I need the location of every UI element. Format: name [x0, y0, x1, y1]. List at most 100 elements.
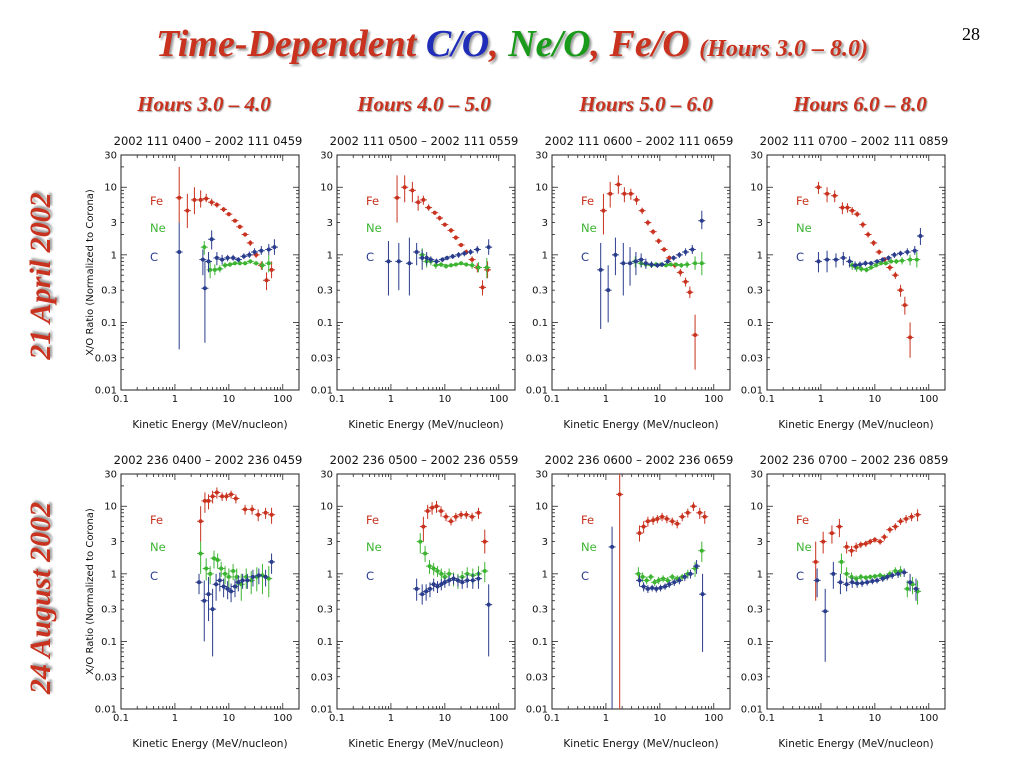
point-c: [853, 263, 858, 268]
x-axis-label: Kinetic Energy (MeV/nucleon): [778, 419, 933, 431]
legend-ne: Ne: [150, 221, 166, 235]
point-fe: [702, 514, 707, 519]
point-ne: [219, 566, 224, 571]
point-fe: [634, 197, 639, 202]
y-tick-label: 0.1: [532, 637, 548, 648]
point-c: [649, 262, 654, 267]
y-tick-label: 3: [757, 218, 763, 229]
point-ne: [453, 262, 458, 267]
point-fe: [816, 185, 821, 190]
point-fe: [214, 202, 219, 207]
plot-frame: [551, 154, 731, 391]
point-fe: [832, 193, 837, 198]
x-tick-label: 100: [919, 394, 938, 405]
point-c: [456, 252, 461, 257]
y-tick-label: 3: [542, 537, 548, 548]
legend-c: C: [796, 250, 804, 264]
title-ne: Ne/O: [508, 23, 591, 65]
x-axis-label: Kinetic Energy (MeV/nucleon): [132, 738, 287, 750]
y-tick-label: 3: [542, 218, 548, 229]
point-c: [256, 573, 261, 578]
point-fe: [656, 239, 661, 244]
point-fe: [608, 191, 613, 196]
legend-fe: Fe: [366, 194, 379, 208]
y-tick-label: 0.3: [317, 605, 333, 616]
point-c: [677, 252, 682, 257]
point-c: [613, 252, 618, 257]
y-tick-label: 0.1: [317, 637, 333, 648]
y-tick-label: 10: [750, 502, 763, 513]
point-fe: [683, 279, 688, 284]
point-c: [428, 257, 433, 262]
point-fe: [685, 510, 690, 515]
point-ne: [905, 586, 910, 591]
legend-c: C: [366, 250, 374, 264]
point-ne: [670, 574, 675, 579]
point-fe: [863, 541, 868, 546]
point-ne: [699, 548, 704, 553]
y-tick-label: 1: [327, 250, 333, 261]
point-fe: [229, 492, 234, 497]
point-c: [240, 578, 245, 583]
point-ne: [465, 571, 470, 576]
point-fe: [855, 212, 860, 217]
point-ne: [699, 261, 704, 266]
point-fe: [248, 240, 253, 245]
point-c: [236, 257, 241, 262]
point-ne: [640, 574, 645, 579]
point-fe: [470, 257, 475, 262]
x-tick-label: 10: [438, 394, 451, 405]
y-tick-label: 0.01: [311, 386, 333, 397]
point-fe: [813, 559, 818, 564]
point-c: [833, 257, 838, 262]
point-c: [844, 582, 849, 587]
point-c: [838, 580, 843, 585]
point-fe: [854, 544, 859, 549]
x-tick-label: 10: [868, 713, 881, 724]
x-axis-label: Kinetic Energy (MeV/nucleon): [563, 738, 718, 750]
point-c: [431, 582, 436, 587]
point-fe: [878, 539, 883, 544]
point-c: [439, 582, 444, 587]
point-fe: [243, 232, 248, 237]
point-fe: [214, 490, 219, 495]
y-tick-label: 3: [757, 537, 763, 548]
x-tick-label: 1: [388, 713, 394, 724]
point-ne: [668, 262, 673, 267]
point-fe: [893, 524, 898, 529]
point-c: [700, 592, 705, 597]
point-ne: [227, 262, 232, 267]
point-c: [455, 578, 460, 583]
point-c: [177, 250, 182, 255]
legend-fe: Fe: [366, 513, 379, 527]
y-tick-label: 0.03: [526, 353, 548, 364]
y-tick-label: 30: [320, 470, 333, 481]
y-tick-label: 30: [535, 470, 548, 481]
legend-c: C: [150, 250, 158, 264]
point-fe: [395, 195, 400, 200]
x-tick-label: 100: [704, 394, 723, 405]
point-fe: [432, 210, 437, 215]
point-fe: [476, 510, 481, 515]
point-fe: [210, 494, 215, 499]
point-fe: [640, 208, 645, 213]
point-fe: [887, 527, 892, 532]
point-c: [424, 255, 429, 260]
point-fe: [448, 519, 453, 524]
point-fe: [821, 539, 826, 544]
point-c: [688, 571, 693, 576]
point-fe: [410, 188, 415, 193]
point-ne: [260, 263, 265, 268]
point-ne: [854, 576, 859, 581]
page-number: 28: [962, 24, 980, 44]
x-tick-label: 1: [603, 713, 609, 724]
point-c: [682, 574, 687, 579]
point-ne: [893, 569, 898, 574]
point-ne: [231, 569, 236, 574]
point-fe: [437, 216, 442, 221]
point-c: [486, 245, 491, 250]
point-c: [841, 255, 846, 260]
point-c: [241, 254, 246, 259]
point-fe: [448, 228, 453, 233]
